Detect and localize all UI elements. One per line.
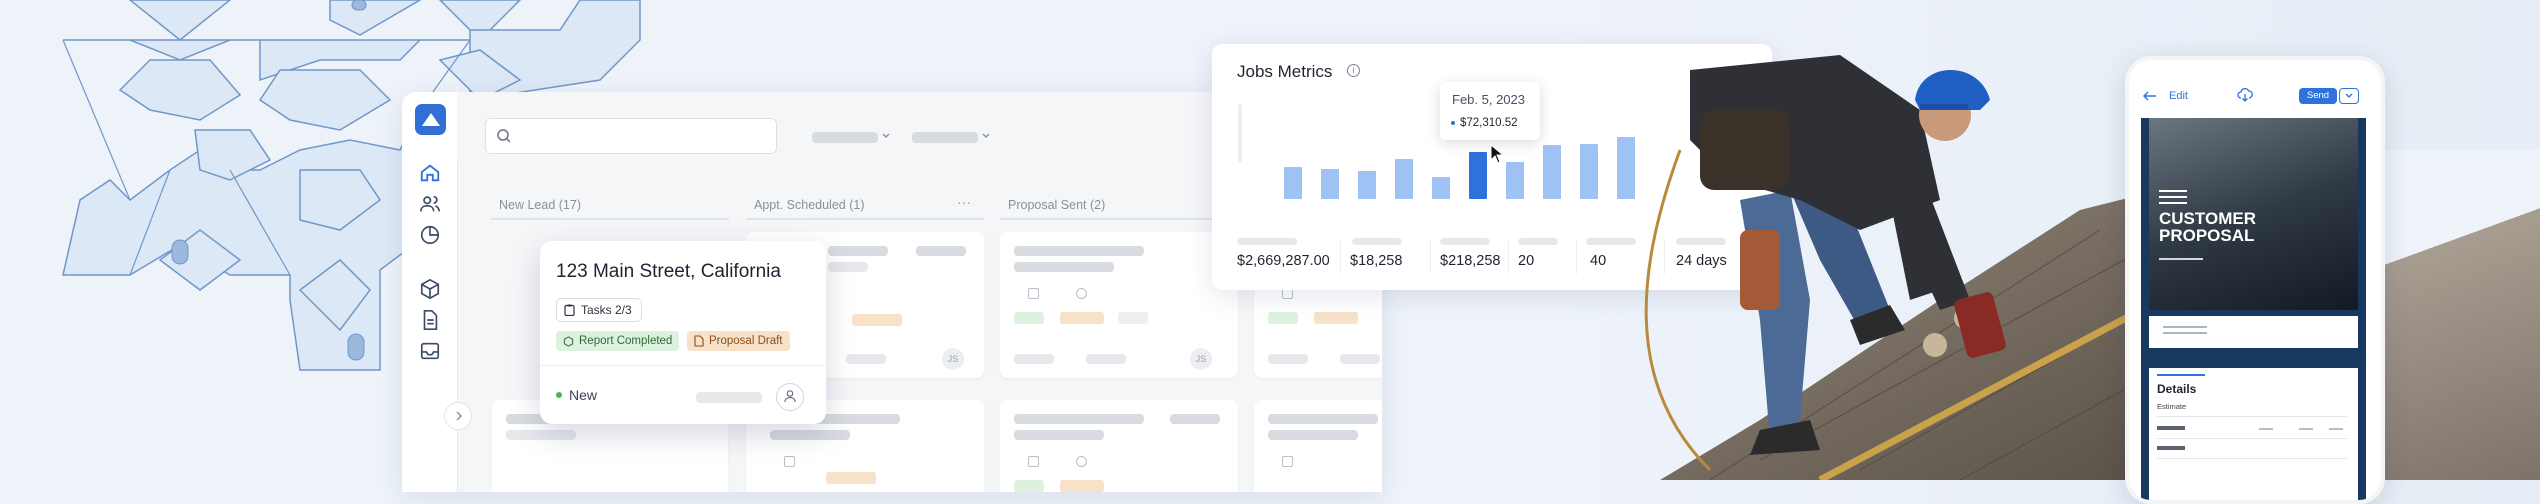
status-badge: Report Completed bbox=[556, 331, 680, 351]
roof-photo bbox=[2380, 150, 2540, 480]
phone-proposal-mockup: Edit Send CUSTOMER PROPOSAL Details Esti… bbox=[2125, 56, 2385, 504]
list-item[interactable] bbox=[746, 400, 984, 492]
document-icon bbox=[694, 335, 704, 347]
metric-value: 20 bbox=[1518, 253, 1535, 269]
chart-tooltip: Feb. 5, 2023 $72,310.52 bbox=[1440, 82, 1540, 140]
users-icon[interactable] bbox=[419, 193, 441, 215]
tooltip-date: Feb. 5, 2023 bbox=[1452, 92, 1525, 107]
chart-bar[interactable] bbox=[1506, 162, 1524, 199]
search-input[interactable] bbox=[485, 118, 777, 154]
chart-bar[interactable] bbox=[1395, 159, 1413, 199]
assignee-placeholder bbox=[696, 392, 762, 403]
column-title: Proposal Sent (2) bbox=[1008, 198, 1106, 212]
avatar: JS bbox=[1190, 348, 1212, 370]
chart-pie-icon[interactable] bbox=[419, 224, 441, 246]
edit-button[interactable]: Edit bbox=[2169, 90, 2188, 102]
clipboard-icon bbox=[564, 304, 575, 316]
proposal-document: CUSTOMER PROPOSAL Details Estimate bbox=[2141, 118, 2366, 500]
app-logo[interactable] bbox=[415, 104, 446, 135]
chevron-down-icon bbox=[882, 133, 890, 138]
jobs-metrics-card: Jobs Metrics i Feb. 5, 2023 $72,310.52 $… bbox=[1212, 44, 1772, 290]
status-dot-icon bbox=[556, 392, 562, 398]
column-divider bbox=[746, 218, 984, 220]
box-icon bbox=[563, 335, 574, 347]
search-icon bbox=[497, 129, 511, 143]
metric-value: $18,258 bbox=[1350, 253, 1403, 269]
tag-label: Proposal Draft bbox=[709, 335, 783, 347]
chevron-down-icon bbox=[982, 133, 990, 138]
collapse-sidebar-button[interactable] bbox=[444, 402, 472, 430]
home-icon[interactable] bbox=[419, 162, 441, 184]
sort-dropdown-placeholder[interactable] bbox=[912, 132, 978, 143]
proposal-title: CUSTOMER PROPOSAL bbox=[2159, 209, 2256, 245]
cursor-icon bbox=[1490, 144, 1505, 164]
box-icon[interactable] bbox=[419, 278, 441, 300]
back-arrow-icon[interactable] bbox=[2143, 91, 2157, 101]
y-axis-placeholder bbox=[1238, 104, 1242, 162]
avatar: JS bbox=[942, 348, 964, 370]
sidebar bbox=[402, 92, 472, 492]
tooltip-value: $72,310.52 bbox=[1451, 117, 1518, 129]
list-item[interactable]: JS bbox=[1000, 232, 1238, 378]
send-options-button[interactable] bbox=[2339, 88, 2359, 104]
info-icon[interactable]: i bbox=[1347, 64, 1360, 77]
chart-bar[interactable] bbox=[1543, 145, 1561, 199]
divider bbox=[540, 365, 826, 366]
user-icon bbox=[784, 390, 796, 403]
chart-bar[interactable] bbox=[1469, 152, 1487, 199]
assign-user-button[interactable] bbox=[776, 383, 804, 411]
send-button[interactable]: Send bbox=[2299, 88, 2337, 104]
chart-bar[interactable] bbox=[1284, 167, 1302, 199]
filter-dropdown-placeholder[interactable] bbox=[812, 132, 878, 143]
chart-bar[interactable] bbox=[1358, 171, 1376, 199]
cloud-download-icon[interactable] bbox=[2237, 88, 2253, 102]
details-subheading: Estimate bbox=[2157, 402, 2187, 411]
metric-value: 24 days bbox=[1676, 253, 1727, 269]
column-menu-icon[interactable]: ··· bbox=[957, 194, 971, 210]
tasks-badge[interactable]: Tasks 2/3 bbox=[556, 298, 642, 322]
lead-status: New bbox=[556, 387, 597, 403]
bar-chart bbox=[1212, 44, 1772, 290]
metric-value: 40 bbox=[1590, 253, 1607, 269]
lead-card-title: 123 Main Street, California bbox=[556, 261, 781, 282]
tasks-label: Tasks 2/3 bbox=[581, 303, 632, 317]
chart-bar[interactable] bbox=[1617, 137, 1635, 199]
list-item[interactable] bbox=[1254, 400, 1382, 492]
column-divider bbox=[491, 218, 729, 220]
metric-value: $218,258 bbox=[1440, 253, 1501, 269]
cover-photo bbox=[2149, 118, 2358, 310]
lead-card[interactable]: 123 Main Street, California Tasks 2/3 Re… bbox=[540, 241, 826, 424]
document-icon[interactable] bbox=[419, 309, 441, 331]
column-divider bbox=[1000, 218, 1238, 220]
inbox-icon[interactable] bbox=[419, 340, 441, 362]
details-section: Details Estimate bbox=[2149, 368, 2358, 500]
metrics-title: Jobs Metrics bbox=[1237, 62, 1333, 81]
tag-label: Report Completed bbox=[579, 335, 673, 347]
chevron-down-icon bbox=[2345, 93, 2353, 98]
metric-value: $2,669,287.00 bbox=[1237, 253, 1330, 269]
status-label: New bbox=[569, 387, 598, 403]
chart-bar[interactable] bbox=[1321, 169, 1339, 199]
chart-bar[interactable] bbox=[1580, 144, 1598, 199]
status-badge: Proposal Draft bbox=[687, 331, 790, 351]
column-title: Appt. Scheduled (1) bbox=[754, 198, 865, 212]
chart-bar[interactable] bbox=[1432, 177, 1450, 199]
roofer-photo bbox=[1560, 55, 2160, 480]
list-item[interactable] bbox=[1000, 400, 1238, 492]
column-title: New Lead (17) bbox=[499, 198, 581, 212]
details-heading: Details bbox=[2157, 382, 2197, 396]
